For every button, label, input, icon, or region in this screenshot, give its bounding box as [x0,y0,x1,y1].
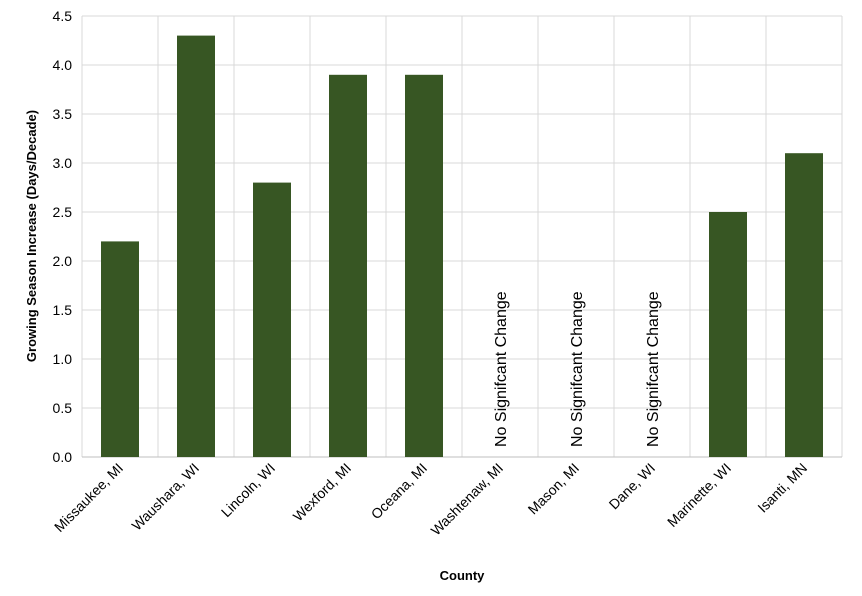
x-tick-label: Missaukee, MI [51,460,126,535]
x-tick-label: Marinette, WI [664,460,734,530]
y-tick-label: 4.5 [53,8,73,24]
bar [177,35,215,457]
y-tick-label: 1.0 [53,351,73,367]
y-tick-label: 3.5 [53,106,73,122]
bar [709,212,747,457]
x-tick-label: Isanti, MN [754,460,810,516]
y-tick-label: 2.5 [53,204,73,220]
bar [101,241,139,457]
annotation: No Signifcant Change [493,291,510,447]
x-tick-label: Lincoln, WI [218,460,278,520]
y-tick-label: 2.0 [53,253,73,269]
y-tick-label: 0.0 [53,449,73,465]
x-tick-label: Wexford, MI [290,460,354,524]
x-tick-label: Oceana, MI [368,460,430,522]
bar [253,182,291,457]
x-tick-label: Dane, WI [606,460,659,513]
annotation: No Signifcant Change [645,291,662,447]
x-axis-label: County [440,568,486,583]
bar [785,153,823,457]
y-tick-label: 4.0 [53,57,73,73]
x-tick-label: Washtenaw, MI [427,460,506,539]
y-tick-label: 1.5 [53,302,73,318]
y-tick-label: 0.5 [53,400,73,416]
x-tick-label: Waushara, WI [128,460,202,534]
y-axis-label: Growing Season Increase (Days/Decade) [24,110,39,362]
bar [329,74,367,458]
annotation: No Signifcant Change [569,291,586,447]
x-tick-label: Mason, MI [525,460,583,518]
bar [405,74,443,458]
y-tick-label: 3.0 [53,155,73,171]
